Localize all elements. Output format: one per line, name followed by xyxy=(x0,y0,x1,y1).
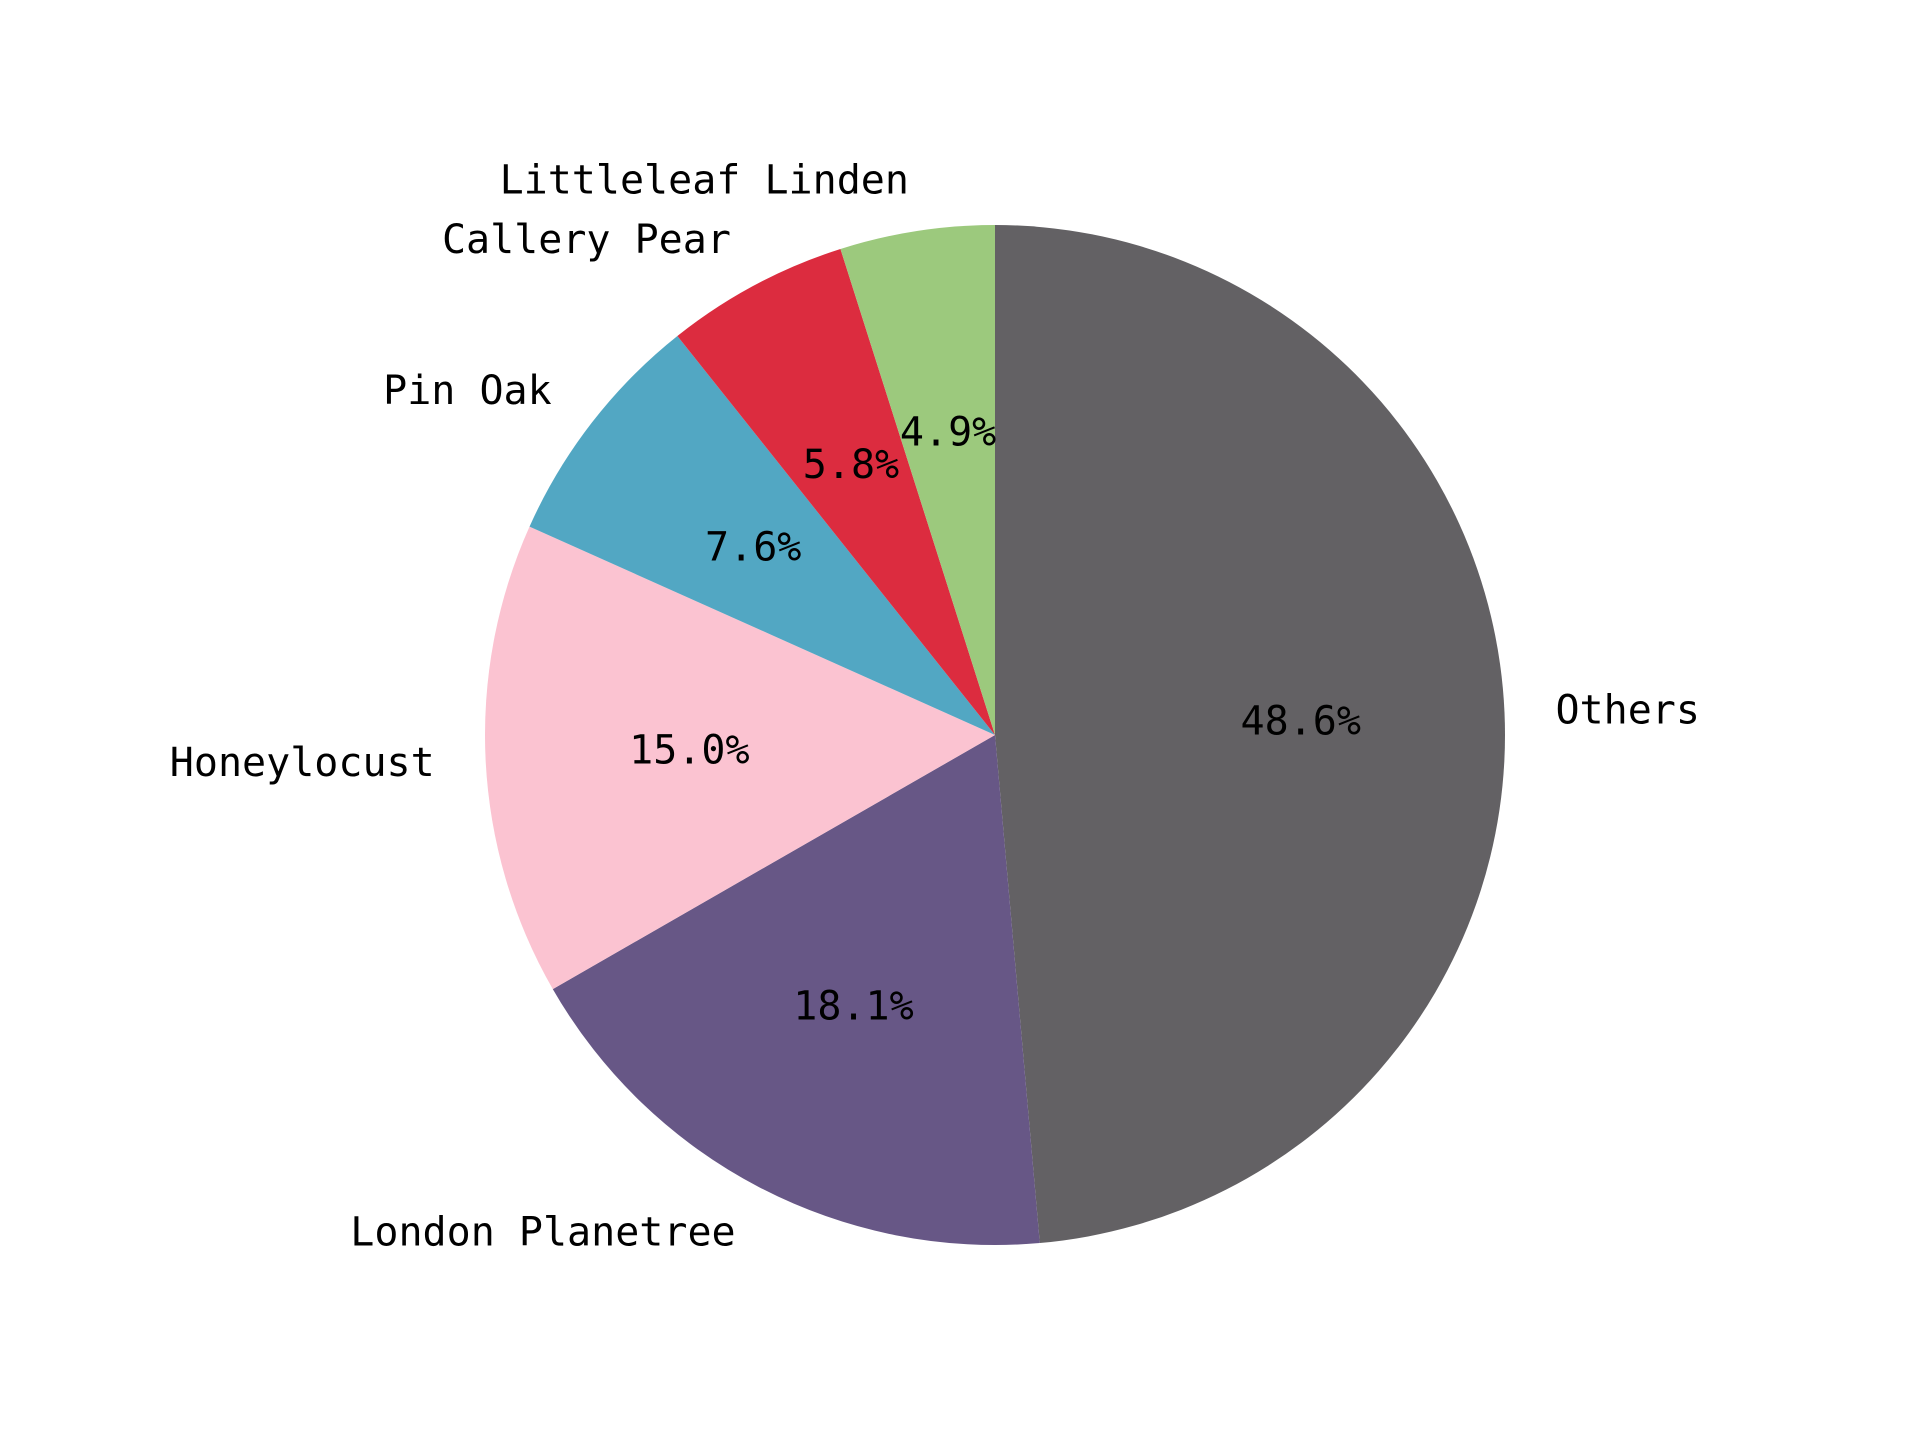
pie-slice-london-planetree xyxy=(552,735,1040,1245)
pie-slice-others xyxy=(995,225,1506,1244)
pie-percent-label-others: 48.6% xyxy=(1240,699,1360,745)
pie-percent-label-pin-oak: 7.6% xyxy=(705,524,801,570)
pie-percent-label-london-planetree: 18.1% xyxy=(793,983,913,1029)
pie-slice-callery-pear xyxy=(677,248,995,735)
pie-slice-littleleaf-linden xyxy=(840,225,995,735)
pie-slices xyxy=(484,225,1506,1245)
pie-name-label-callery-pear: Callery Pear xyxy=(442,217,731,263)
pie-percent-label-callery-pear: 5.8% xyxy=(803,442,899,488)
pie-labels: 48.6% Others 18.1% London Planetree 15.0% Hon… xyxy=(170,158,1700,1256)
pie-name-label-littleleaf-linden: Littleleaf Linden xyxy=(500,158,909,204)
pie-slice-honeylocust xyxy=(484,526,995,990)
pie-slice-pin-oak xyxy=(529,335,995,735)
pie-name-label-pin-oak: Pin Oak xyxy=(383,368,552,414)
pie-name-label-london-planetree: London Planetree xyxy=(350,1209,735,1255)
pie-name-label-honeylocust: Honeylocust xyxy=(170,740,435,786)
pie-percent-label-littleleaf-linden: 4.9% xyxy=(900,410,996,456)
pie-percent-label-honeylocust: 15.0% xyxy=(629,727,749,773)
pie-name-label-others: Others xyxy=(1555,687,1700,733)
